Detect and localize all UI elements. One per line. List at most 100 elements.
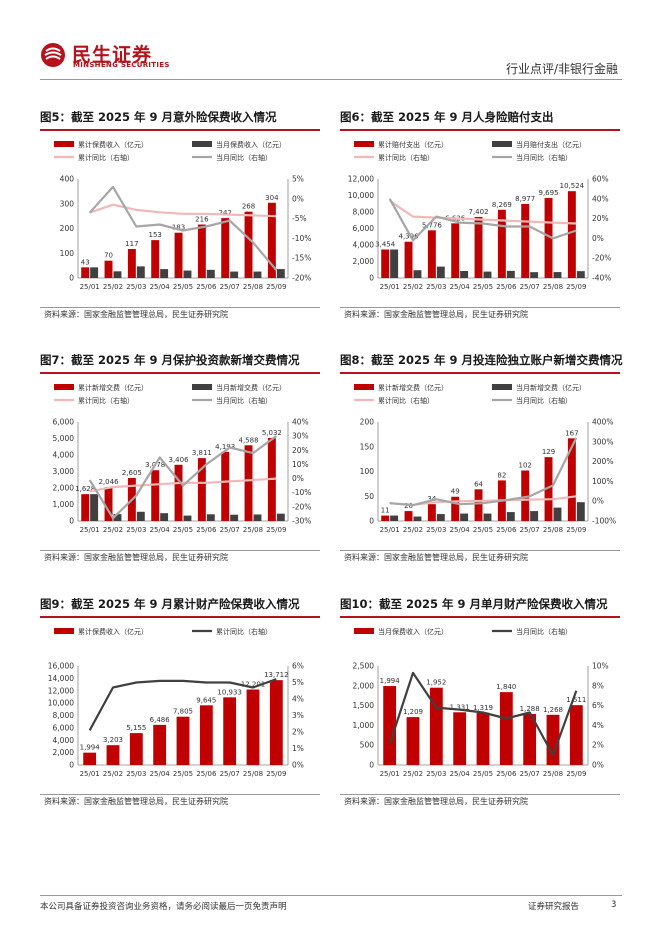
line-series-cum bbox=[89, 477, 277, 493]
x-tick-label: 25/02 bbox=[403, 770, 423, 778]
bar-main bbox=[569, 705, 583, 765]
y-tick-label: 300 bbox=[60, 199, 75, 208]
y-tick-label: 100 bbox=[60, 249, 75, 258]
bar-value-label: 3,406 bbox=[169, 456, 190, 464]
bar-main bbox=[176, 716, 190, 765]
legend-swatch bbox=[192, 141, 212, 147]
bar-main bbox=[81, 267, 90, 278]
y-tick-label: 0 bbox=[69, 761, 74, 770]
x-tick-label: 25/08 bbox=[243, 283, 263, 291]
bar-value-label: 43 bbox=[81, 258, 90, 266]
bar-main bbox=[406, 717, 420, 765]
bar-main bbox=[381, 515, 390, 521]
y-tick-label: 0 bbox=[369, 274, 374, 283]
bar-value-label: 20 bbox=[404, 502, 413, 510]
bar-secondary bbox=[506, 512, 515, 521]
y2-tick-label: 0% bbox=[292, 474, 304, 483]
title-underline bbox=[340, 372, 620, 374]
page-header: 民生证券 MINSHENG SECURITIES 行业点评/非银行金融 bbox=[0, 0, 662, 80]
bar-value-label: 3,454 bbox=[375, 241, 396, 249]
x-tick-label: 25/09 bbox=[566, 770, 586, 778]
bar-main bbox=[453, 712, 467, 765]
y2-tick-label: 6% bbox=[592, 701, 604, 710]
bar-secondary bbox=[136, 511, 145, 521]
y2-tick-label: 10% bbox=[592, 662, 609, 671]
y2-tick-label: -20% bbox=[292, 274, 311, 283]
figure-8-chart: 累计新增交费（亿元） 当月新增交费（亿元） 累计同比（右轴） 当月同比（右轴） 0 50 1… bbox=[354, 383, 616, 534]
bar-main bbox=[246, 689, 260, 765]
x-tick-label: 25/09 bbox=[266, 526, 286, 534]
y-tick-label: 4,000 bbox=[53, 451, 75, 460]
bar-main bbox=[244, 445, 253, 521]
bar-secondary bbox=[506, 270, 515, 278]
y2-tick-label: 2% bbox=[292, 728, 304, 737]
x-tick-label: 25/07 bbox=[220, 526, 240, 534]
y2-tick-label: -10% bbox=[292, 234, 311, 243]
y2-tick-label: 5% bbox=[292, 678, 304, 687]
x-tick-label: 25/05 bbox=[473, 283, 493, 291]
x-tick-label: 25/03 bbox=[426, 770, 446, 778]
line-series-month bbox=[389, 437, 578, 507]
bar-secondary bbox=[276, 269, 285, 278]
bar-secondary bbox=[576, 271, 585, 278]
bar-main bbox=[427, 230, 436, 278]
line-series-cum bbox=[89, 203, 277, 218]
minsheng-logo-icon bbox=[41, 43, 65, 67]
y-tick-label: 12,000 bbox=[48, 686, 74, 695]
y-tick-label: 6,000 bbox=[53, 723, 75, 732]
bar-value-label: 242 bbox=[219, 209, 232, 217]
bar-secondary bbox=[436, 514, 445, 521]
brand-name: 民生证券 bbox=[72, 44, 153, 66]
bar-value-label: 2,605 bbox=[122, 469, 142, 477]
y2-tick-label: 0% bbox=[592, 761, 604, 770]
x-tick-label: 25/04 bbox=[150, 526, 171, 534]
bar-main bbox=[221, 218, 230, 278]
bar-main bbox=[497, 209, 506, 278]
legend-label: 当月同比（右轴） bbox=[216, 153, 272, 162]
bar-secondary bbox=[160, 269, 169, 278]
figure-source: 资料来源：国家金融监管管理总局，民生证券研究院 bbox=[44, 310, 228, 319]
bar-secondary bbox=[530, 272, 539, 278]
bar-value-label: 6,486 bbox=[150, 716, 171, 724]
figure-source: 资料来源：国家金融监管管理总局，民生证券研究院 bbox=[44, 797, 228, 806]
y-tick-label: 0 bbox=[369, 517, 374, 526]
bar-main bbox=[476, 712, 490, 765]
bar-main bbox=[546, 714, 560, 765]
x-tick-label: 25/08 bbox=[243, 770, 263, 778]
bar-value-label: 4,396 bbox=[399, 233, 420, 241]
figure-title: 图10：截至 2025 年 9 月单月财产险保费收入情况 bbox=[340, 597, 608, 611]
bar-main bbox=[499, 692, 513, 765]
figure-title: 图9：截至 2025 年 9 月累计财产险保费收入情况 bbox=[40, 597, 300, 611]
x-tick-label: 25/01 bbox=[80, 770, 100, 778]
figure-title: 图6：截至 2025 年 9 月人身险赔付支出 bbox=[340, 110, 554, 124]
bar-main bbox=[474, 216, 483, 278]
footer-divider bbox=[40, 895, 622, 896]
source-divider bbox=[40, 307, 320, 308]
y2-tick-label: 4% bbox=[592, 721, 604, 730]
x-tick-label: 25/04 bbox=[150, 283, 171, 291]
bar-secondary bbox=[183, 270, 192, 278]
x-tick-label: 25/04 bbox=[450, 283, 471, 291]
y-tick-label: 2,000 bbox=[353, 681, 375, 690]
legend-label: 累计保费收入（亿元） bbox=[78, 140, 148, 149]
bar-secondary bbox=[183, 515, 192, 521]
x-tick-label: 25/02 bbox=[103, 770, 123, 778]
legend-swatch bbox=[354, 141, 374, 147]
y-tick-label: 0 bbox=[369, 761, 374, 770]
x-tick-label: 25/06 bbox=[196, 283, 217, 291]
y-tick-label: 10,000 bbox=[48, 699, 74, 708]
bar-secondary bbox=[253, 271, 262, 278]
bar-value-label: 4,193 bbox=[215, 443, 235, 451]
y2-tick-label: -5% bbox=[292, 214, 307, 223]
bar-main bbox=[427, 504, 436, 521]
figure-source: 资料来源：国家金融监管管理总局，民生证券研究院 bbox=[44, 553, 228, 562]
figure-title: 图5：截至 2025 年 9 月意外险保费收入情况 bbox=[40, 110, 277, 124]
bar-value-label: 5,776 bbox=[422, 221, 443, 229]
bar-main bbox=[174, 232, 183, 278]
bar-value-label: 183 bbox=[172, 224, 185, 232]
figure-title: 图7：截至 2025 年 9 月保护投资款新增交费情况 bbox=[40, 353, 300, 367]
legend-label: 累计同比（右轴） bbox=[378, 396, 434, 405]
legend-label: 当月保费收入（亿元） bbox=[216, 140, 286, 149]
x-tick-label: 25/06 bbox=[496, 283, 517, 291]
bar-main bbox=[197, 224, 206, 278]
